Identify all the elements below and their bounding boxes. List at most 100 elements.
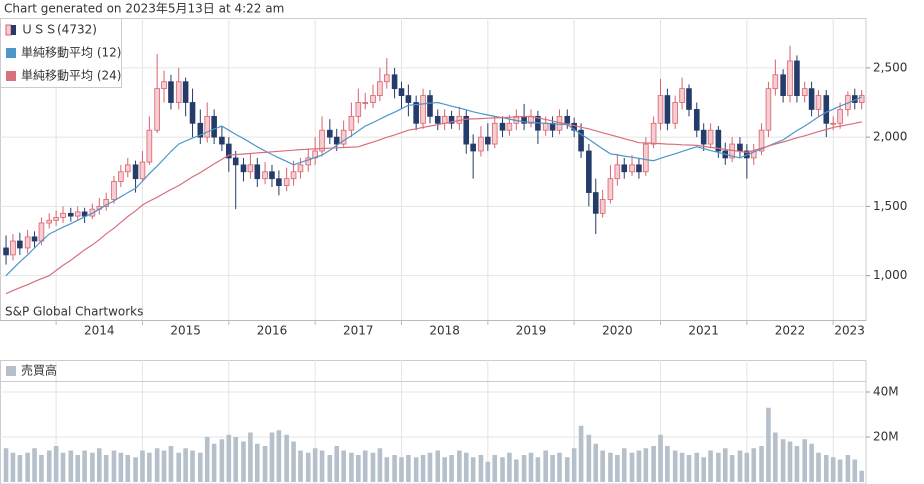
candle-body [24, 236, 31, 249]
volume-bar [845, 455, 851, 482]
candle-body [664, 95, 671, 124]
volume-bar [60, 452, 66, 482]
candle-body [370, 95, 376, 103]
volume-bar [586, 434, 592, 482]
volume-bar [766, 407, 771, 482]
candle-body [60, 212, 66, 218]
y-tick-label: 1,000 [873, 268, 907, 282]
volume-bar [103, 455, 109, 482]
candle-body [413, 102, 419, 124]
y-tick-label: 20M [873, 430, 899, 444]
volume-bar [183, 448, 188, 482]
volume-bar [686, 455, 692, 482]
x-tick-label: 2021 [688, 324, 719, 338]
volume-bar [578, 425, 584, 482]
volume-bar [636, 450, 642, 482]
candle-body [823, 95, 830, 124]
x-tick-label: 2014 [84, 324, 115, 338]
volume-bar [312, 448, 318, 482]
candle-body [607, 178, 614, 200]
volume-bar [701, 457, 706, 482]
candle-body [211, 115, 217, 138]
x-tick-label: 2023 [834, 324, 865, 338]
candle-body [621, 164, 628, 173]
volume-bar [837, 459, 843, 482]
volume-bar [694, 452, 700, 482]
volume-bar [722, 448, 728, 482]
candle-body [815, 95, 822, 110]
volume-bar [269, 432, 275, 482]
candle-body [427, 95, 433, 117]
candle-body [650, 122, 657, 145]
candle-body [262, 171, 268, 180]
volume-bar [68, 450, 74, 482]
candle-body [750, 150, 757, 159]
candle-body [103, 199, 109, 207]
candle-body [240, 164, 247, 173]
candle-body [772, 74, 779, 90]
y-tick-label: 2,500 [873, 60, 907, 74]
volume-bar [233, 437, 239, 482]
volume-bar [852, 459, 858, 482]
volume-bar [643, 448, 649, 482]
legend-swatch [6, 71, 16, 81]
candle-body [672, 102, 678, 124]
candle-body [542, 122, 549, 131]
candle-body [3, 247, 9, 256]
candle-body [111, 181, 117, 200]
volume-bar [154, 448, 160, 482]
candle-body [463, 115, 470, 145]
volume-bar [305, 452, 311, 482]
volume-bar [176, 452, 182, 482]
volume-bar [226, 434, 232, 482]
candle-body [81, 211, 88, 217]
candle-body [340, 129, 347, 145]
volume-bar [621, 448, 627, 482]
candle-body [758, 129, 765, 152]
volume-bar [773, 432, 778, 482]
candle-body [485, 136, 491, 145]
candle-body [707, 129, 714, 145]
candle-body [837, 109, 843, 124]
candle-body [794, 60, 800, 96]
candle-body [586, 150, 592, 193]
candle-body [830, 122, 836, 125]
candle-body [599, 199, 606, 214]
candle-body [737, 143, 743, 152]
candle-body [327, 129, 333, 138]
legend-label: ＵＳＳ(4732) [21, 23, 97, 37]
volume-bar [362, 450, 368, 482]
candle-body [132, 164, 139, 180]
legend-label: 売買高 [21, 363, 57, 378]
volume-bar [298, 450, 303, 482]
volume-bar [90, 452, 95, 482]
x-tick-label: 2015 [170, 324, 201, 338]
candle-body [506, 122, 513, 131]
candle-body [124, 164, 131, 173]
volume-bar [284, 434, 289, 482]
volume-bar [507, 452, 512, 482]
volume-bar [10, 452, 16, 482]
candle-body [405, 95, 412, 103]
candle-body [448, 115, 455, 124]
volume-bar [161, 450, 167, 482]
volume-bar [751, 448, 757, 482]
volume-bar [82, 450, 87, 482]
volume-bar [557, 452, 562, 482]
volume-bar [39, 455, 44, 482]
candle-body [679, 88, 685, 103]
volume-bar [53, 446, 59, 482]
legend-swatch [5, 24, 12, 36]
candle-body [858, 95, 865, 103]
candle-body [657, 95, 664, 124]
y-tick-label: 2,000 [873, 130, 907, 144]
volume-bar [219, 439, 225, 482]
volume-bar [859, 470, 864, 482]
volume-bar [111, 450, 117, 482]
candle-body [780, 74, 786, 96]
volume-bar [96, 448, 102, 482]
volume-bar [608, 452, 613, 482]
candle-body [434, 115, 441, 124]
watermark: S&P Global Chartworks [5, 305, 143, 319]
